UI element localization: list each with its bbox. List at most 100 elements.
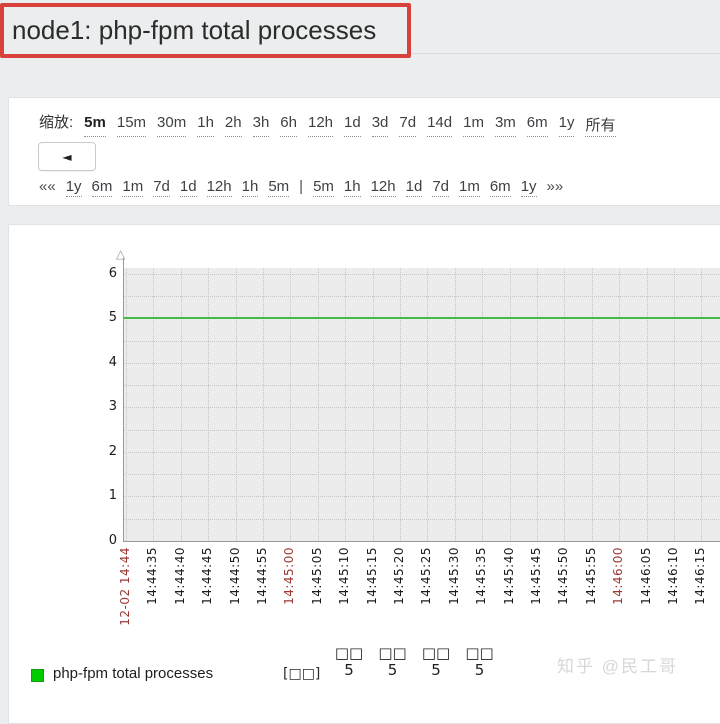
- zoom-option-link[interactable]: 1y: [558, 114, 575, 137]
- time-nav-link[interactable]: 1m: [122, 178, 144, 197]
- zoom-option-link[interactable]: 14d: [427, 114, 453, 137]
- h-gridline: [124, 407, 720, 409]
- time-nav-link[interactable]: 1d: [405, 178, 423, 197]
- v-gridline: [372, 268, 374, 541]
- legend-column-header: □□: [334, 644, 364, 662]
- y-axis-arrow-icon: △: [116, 247, 126, 261]
- zoom-option-link[interactable]: 12h: [307, 114, 334, 137]
- v-gridline: [235, 268, 237, 541]
- h-gridline: [124, 273, 720, 275]
- v-gridline: [674, 268, 675, 541]
- v-gridline: [400, 268, 401, 541]
- v-gridline: [290, 268, 292, 541]
- legend-column: □□ 5: [414, 645, 458, 679]
- v-gridline: [345, 268, 347, 541]
- v-gridline: [263, 268, 264, 541]
- time-nav-link[interactable]: 1y: [65, 178, 82, 197]
- zoom-option-link[interactable]: 3m: [494, 114, 516, 137]
- v-gridline: [427, 268, 429, 541]
- x-axis-line: [123, 541, 720, 542]
- v-gridline: [454, 268, 456, 541]
- plot-area[interactable]: [124, 268, 720, 541]
- zoom-option-link[interactable]: 7d: [399, 114, 417, 137]
- v-gridline: [180, 268, 182, 541]
- left-arrow-icon: ◄: [62, 149, 72, 164]
- v-gridline: [317, 268, 319, 541]
- zoom-row: 缩放: 5m 15m 30m 1h 2h 3h 6h 12h 1d 3d: [39, 111, 616, 137]
- time-controls-panel: 缩放: 5m 15m 30m 1h 2h 3h 6h 12h 1d 3d: [8, 97, 720, 206]
- time-nav-link[interactable]: |: [299, 178, 304, 195]
- series-line: [124, 317, 720, 320]
- h-gridline: [124, 518, 720, 520]
- legend-series-name: php-fpm total processes: [53, 665, 214, 682]
- time-nav-link[interactable]: 6m: [489, 178, 511, 197]
- legend-bracket-missing-glyphs: [□□]: [283, 666, 321, 682]
- time-nav-link[interactable]: 1y: [520, 178, 537, 197]
- legend-column: □□ 5: [371, 645, 415, 679]
- h-gridline: [124, 429, 720, 431]
- y-tick-label: 4: [108, 354, 117, 370]
- zoom-option-link[interactable]: 1m: [463, 114, 484, 137]
- zoom-option-link[interactable]: 6h: [280, 114, 297, 137]
- zoom-label: 缩放:: [39, 114, 74, 131]
- legend-swatch: [31, 669, 44, 682]
- time-nav-row: «« 1y 6m 1m 7d 1d 12h 1h 5m | 5m 1h 12h …: [39, 178, 563, 197]
- v-gridline: [153, 268, 155, 541]
- watermark: 知乎 @民工哥: [557, 657, 678, 676]
- v-gridline: [619, 268, 621, 541]
- h-gridline: [124, 340, 720, 342]
- v-gridline: [537, 268, 538, 541]
- time-nav-link[interactable]: 1m: [459, 178, 480, 197]
- zoom-option-link[interactable]: 30m: [157, 114, 187, 137]
- time-nav-link[interactable]: 7d: [153, 178, 170, 197]
- scroll-left-button[interactable]: ◄: [38, 142, 96, 171]
- h-gridline: [124, 295, 720, 297]
- legend-column-value: 5: [474, 661, 485, 679]
- h-gridline: [124, 362, 720, 364]
- time-nav-link[interactable]: 1h: [241, 178, 259, 197]
- zoom-option-link[interactable]: 1h: [197, 114, 214, 137]
- time-nav-link[interactable]: 5m: [313, 178, 334, 197]
- v-gridline: [646, 268, 648, 541]
- zoom-option-link[interactable]: 3d: [371, 114, 389, 137]
- legend-column-header: □□: [465, 644, 494, 662]
- zoom-option-link[interactable]: 2h: [224, 114, 242, 137]
- h-gridline: [124, 474, 720, 476]
- legend-column: □□ 5: [458, 645, 502, 679]
- v-gridline: [564, 268, 566, 541]
- time-nav-link[interactable]: 12h: [370, 178, 396, 197]
- zoom-options: 5m 15m 30m 1h 2h 3h 6h 12h 1d 3d 7d: [84, 114, 616, 137]
- y-tick-label: 5: [108, 310, 117, 326]
- time-nav-link[interactable]: 7d: [432, 178, 449, 197]
- time-nav-link[interactable]: 6m: [91, 178, 113, 197]
- legend-column-value: 5: [344, 661, 354, 679]
- y-tick-label: 6: [108, 265, 117, 281]
- h-gridline: [124, 496, 720, 498]
- zoom-option-link[interactable]: 6m: [526, 114, 548, 137]
- time-nav-link[interactable]: 1d: [179, 178, 197, 197]
- y-axis-line: [123, 258, 124, 542]
- zoom-option-link[interactable]: 所有: [585, 114, 616, 137]
- legend-column-header: □□: [421, 644, 451, 662]
- legend-column-header: □□: [378, 644, 407, 662]
- zoom-option-link[interactable]: 3h: [252, 114, 270, 137]
- time-nav-link[interactable]: ««: [39, 178, 56, 195]
- time-nav-link[interactable]: 1h: [343, 178, 361, 197]
- h-gridline: [124, 385, 720, 387]
- zoom-option-link[interactable]: 1d: [344, 114, 361, 137]
- legend-column-value: 5: [431, 661, 441, 679]
- time-nav-link[interactable]: 12h: [206, 178, 232, 197]
- zoom-option-link[interactable]: 15m: [116, 114, 147, 137]
- time-nav-link[interactable]: 5m: [268, 178, 290, 197]
- legend-column: □□ 5: [327, 645, 371, 679]
- h-gridline: [124, 451, 720, 453]
- y-tick-label: 1: [108, 488, 117, 504]
- page-title: node1: php-fpm total processes: [12, 15, 377, 45]
- v-gridline: [208, 268, 210, 541]
- v-gridline: [482, 268, 484, 541]
- time-nav-link[interactable]: »»: [546, 178, 564, 195]
- zoom-option-link[interactable]: 5m: [84, 114, 106, 137]
- v-gridline: [591, 268, 593, 541]
